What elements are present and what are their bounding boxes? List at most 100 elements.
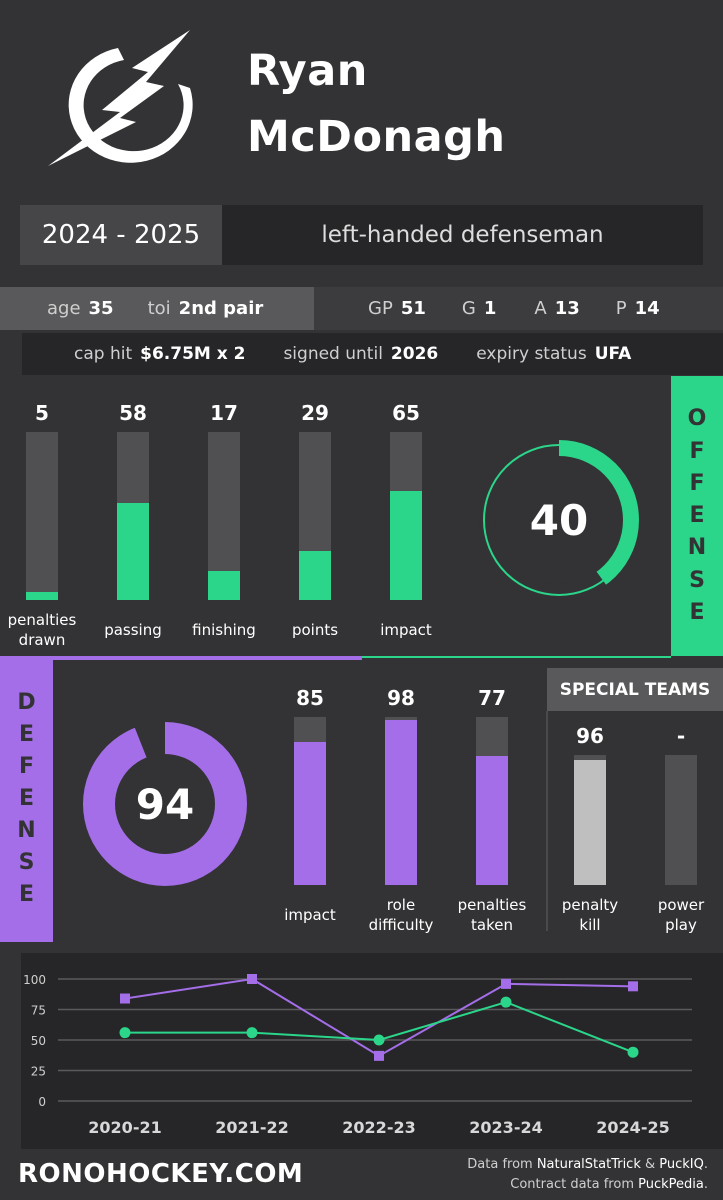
p-label: P [615, 298, 627, 319]
a-value: 13 [554, 298, 580, 319]
defense-bar-fill [476, 755, 508, 885]
expiry-status-label: expiry status [476, 344, 587, 364]
section-divider-offense [362, 656, 671, 658]
credit-prefix: Data from [467, 1157, 537, 1172]
offense-bar-label-line: drawn [18, 631, 66, 649]
gp-label: GP [368, 298, 393, 319]
offense-bar-label: penalties drawn [0, 610, 92, 650]
offense-bar-value: 17 [210, 401, 238, 425]
offense-overall-gauge: 40 [478, 439, 639, 601]
special-teams-bar-value: - [676, 724, 686, 748]
season-label: 2024 - 2025 [20, 205, 222, 265]
defense-bar-track [385, 717, 417, 885]
offense-bar-track [390, 432, 422, 600]
defense-bar-label-line: role [386, 896, 416, 914]
signed-until-value: 2026 [390, 344, 439, 364]
chart-ytick-label: 25 [31, 1065, 46, 1079]
chart-ytick-label: 50 [31, 1034, 46, 1048]
offense-bar-label-line: points [291, 621, 339, 639]
defense-tab-letter: S [18, 850, 35, 875]
defense-tab-letter: E [18, 882, 35, 907]
chart-ytick-label: 100 [23, 973, 46, 987]
offense-bar-label: passing [83, 620, 183, 640]
credit-source-naturalstattrick: NaturalStatTrick [536, 1157, 641, 1172]
gp-value: 51 [400, 298, 426, 319]
contract-row: cap hit $6.75M x 2 signed until 2026 exp… [22, 333, 723, 375]
offense-bar-fill [26, 591, 58, 600]
special-teams-bar-label-line: play [665, 916, 697, 934]
chart-xtick-label: 2021-22 [215, 1118, 288, 1137]
offense-bar-fill [208, 571, 240, 600]
defense-bar-value: 98 [387, 686, 415, 710]
special-teams-bar-label-line: power [657, 896, 705, 914]
footer-brand: RONOHOCKEY.COM [18, 1159, 304, 1189]
chart-data-point [501, 978, 511, 989]
defense-bar-track [294, 717, 326, 885]
offense-overall-value: 40 [530, 496, 588, 545]
offense-bar-label-line: impact [380, 621, 432, 639]
defense-tab-letter: E [18, 786, 35, 811]
expiry-status-value: UFA [594, 344, 632, 364]
offense-bar-track [299, 432, 331, 600]
team-logo-icon [48, 30, 193, 166]
offense-bar-label-line: penalties [7, 611, 77, 629]
chart-xtick-label: 2024-25 [596, 1118, 669, 1137]
chart-ytick-label: 75 [31, 1004, 46, 1018]
offense-tab-letter: N [687, 535, 707, 561]
position-label: left-handed defenseman [222, 205, 703, 265]
defense-bar-fill [385, 720, 417, 885]
offense-bar-track [208, 432, 240, 600]
special-teams-bar-track [574, 755, 606, 885]
g-label: G [461, 298, 476, 319]
credit-dot-2: . [703, 1177, 708, 1192]
profile-stats: GP 51 G 1 A 13 P 14 [314, 287, 723, 330]
defense-bar-label: role difficulty [351, 895, 451, 935]
chart-data-point [119, 1027, 131, 1039]
chart-xtick-label: 2022-23 [342, 1118, 415, 1137]
special-teams-bar-label-line: penalty [561, 896, 619, 914]
defense-bar-value: 85 [296, 686, 324, 710]
offense-bar-track [26, 432, 58, 600]
defense-bar-label-line: impact [284, 906, 336, 924]
history-line-chart: 0 25 50 75 100 2020-21 2021-22 2022-23 2023-24 20… [23, 973, 692, 1137]
defense-overall-value: 94 [136, 780, 194, 829]
special-teams-bar-track [665, 755, 697, 885]
offense-bar-fill [390, 490, 422, 600]
defense-bar-label: impact [260, 905, 360, 925]
offense-bar-label-line: passing [104, 621, 162, 639]
special-teams-bar-fill [574, 760, 606, 885]
defense-tab-letter: N [17, 818, 36, 843]
defense-bar-label-line: difficulty [368, 916, 434, 934]
offense-bar-fill [117, 502, 149, 600]
credit-source-puckiq: PuckIQ [659, 1157, 704, 1172]
offense-bar-label: finishing [174, 620, 274, 640]
special-teams-bar-label: penalty kill [540, 895, 640, 935]
offense-bar-label-line: finishing [192, 621, 256, 639]
chart-ytick-label: 0 [38, 1095, 46, 1109]
chart-xtick-label: 2020-21 [88, 1118, 161, 1137]
offense-tab-letter: E [689, 599, 705, 625]
defense-bar-label-line: taken [471, 916, 513, 934]
special-teams-separator [546, 711, 548, 931]
chart-data-point [247, 974, 257, 984]
special-teams-bar-label-line: kill [579, 916, 601, 934]
cap-hit-value: $6.75M x 2 [140, 344, 246, 364]
toi-label: toi [147, 298, 171, 319]
cap-hit-label: cap hit [74, 344, 133, 364]
footer-credit: Data from NaturalStatTrick & PuckIQ. Con… [467, 1155, 708, 1195]
chart-data-point [374, 1050, 384, 1061]
defense-overall-gauge: 94 [83, 721, 247, 886]
special-teams-heading: SPECIAL TEAMS [547, 668, 723, 711]
defense-bar-value: 77 [478, 686, 506, 710]
chart-data-point [500, 996, 512, 1008]
defense-tab-letter: F [18, 754, 35, 779]
chart-data-point [120, 993, 130, 1004]
credit-dot: . [703, 1157, 708, 1172]
profile-age-toi: age 35 toi 2nd pair [0, 287, 314, 330]
age-label: age [47, 298, 81, 319]
credit-amp: & [640, 1157, 660, 1172]
offense-bar-value: 65 [392, 401, 420, 425]
offense-bar-fill [299, 551, 331, 600]
offense-tab-letter: F [689, 470, 705, 496]
section-divider-defense [0, 656, 362, 660]
